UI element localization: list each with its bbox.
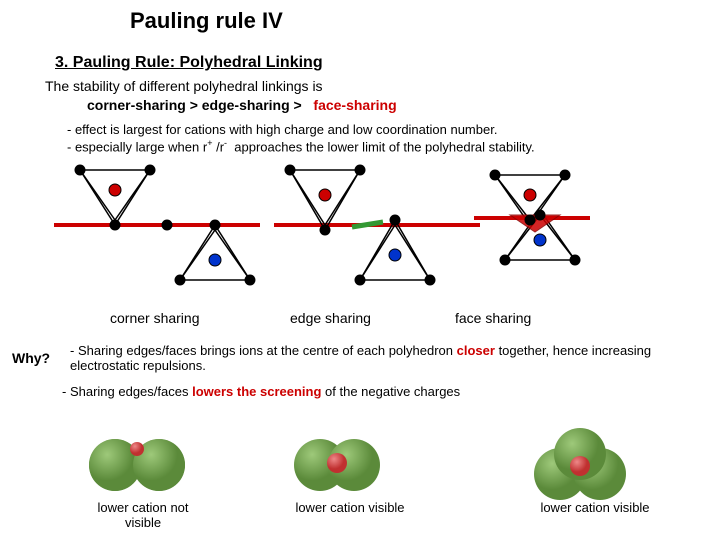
polyhedra-diagram-row (30, 160, 690, 310)
why-label: Why? (12, 350, 50, 366)
explanation-1: - Sharing edges/faces brings ions at the… (70, 343, 710, 373)
section-subtitle: 3. Pauling Rule: Polyhedral Linking (55, 54, 323, 72)
spheres-row (0, 412, 720, 502)
ordering-black: corner-sharing > edge-sharing > (87, 97, 302, 113)
sphere-cap-3: lower cation visible (540, 500, 650, 515)
explanation-2: - Sharing edges/faces lowers the screeni… (62, 384, 460, 399)
bullet-2: - especially large when r+ /r- approache… (67, 138, 535, 154)
caption-corner: corner sharing (110, 310, 200, 326)
spheres-svg (0, 412, 720, 502)
caption-edge: edge sharing (290, 310, 371, 326)
caption-face: face sharing (455, 310, 531, 326)
sphere-cap-2: lower cation visible (295, 500, 405, 515)
page-title: Pauling rule IV (130, 8, 283, 34)
ordering-line: corner-sharing > edge-sharing > face-sha… (87, 97, 397, 113)
bullet-1: - effect is largest for cations with hig… (67, 122, 497, 137)
sphere-cap-1: lower cation not visible (88, 500, 198, 530)
intro-line: The stability of different polyhedral li… (45, 78, 323, 94)
polyhedra-svg (30, 160, 690, 310)
